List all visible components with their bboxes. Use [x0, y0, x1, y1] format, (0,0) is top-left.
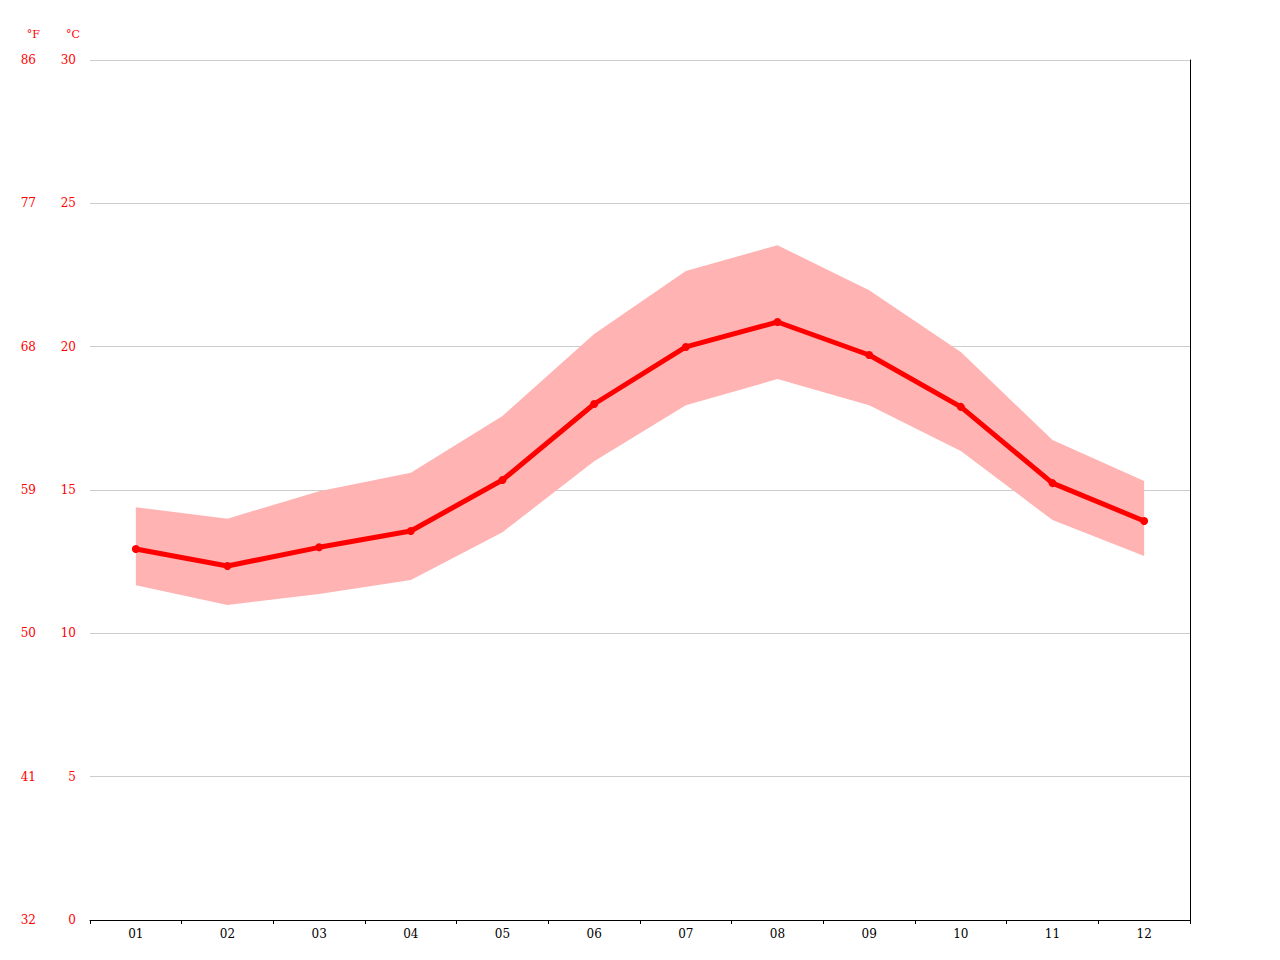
svg-text:11: 11	[1045, 927, 1060, 941]
svg-text:10: 10	[61, 626, 76, 640]
svg-text:07: 07	[678, 927, 693, 941]
svg-text:20: 20	[61, 340, 76, 354]
svg-text:03: 03	[312, 927, 327, 941]
svg-text:01: 01	[128, 927, 143, 941]
svg-text:86: 86	[21, 53, 36, 67]
svg-text:05: 05	[495, 927, 510, 941]
svg-text:08: 08	[770, 927, 785, 941]
svg-text:10: 10	[953, 927, 968, 941]
svg-text:12: 12	[1137, 927, 1152, 941]
svg-text:25: 25	[61, 196, 76, 210]
svg-text:0: 0	[68, 913, 76, 927]
svg-text:04: 04	[403, 927, 419, 941]
svg-text:°C: °C	[66, 28, 80, 41]
svg-text:09: 09	[862, 927, 877, 941]
svg-text:°F: °F	[27, 28, 41, 41]
svg-text:30: 30	[61, 53, 76, 67]
svg-text:77: 77	[21, 196, 36, 210]
svg-text:32: 32	[21, 913, 36, 927]
svg-text:68: 68	[21, 340, 36, 354]
svg-text:06: 06	[587, 927, 602, 941]
svg-text:59: 59	[21, 483, 36, 497]
svg-text:15: 15	[61, 483, 76, 497]
svg-text:02: 02	[220, 927, 235, 941]
svg-text:50: 50	[21, 626, 36, 640]
svg-text:41: 41	[21, 770, 36, 784]
svg-text:5: 5	[68, 770, 76, 784]
